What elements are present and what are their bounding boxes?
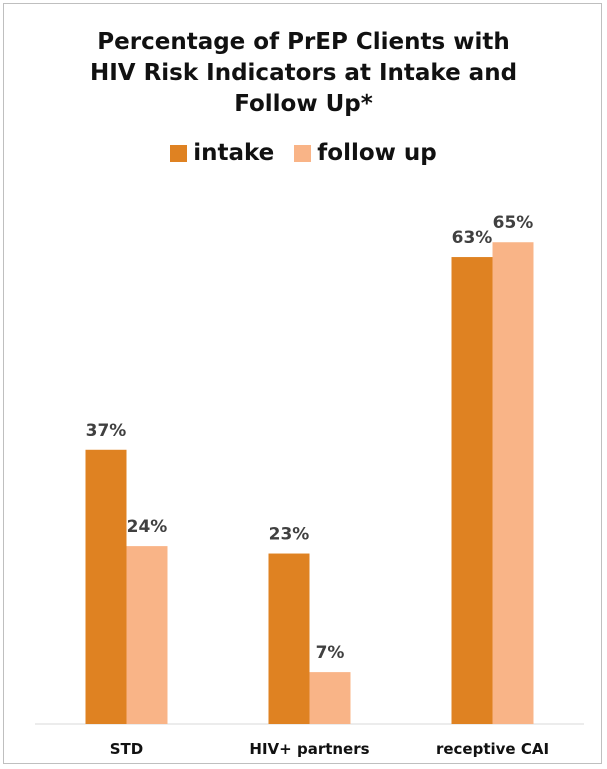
legend-swatch-follow-up xyxy=(294,144,312,162)
category-label-2: receptive CAI xyxy=(436,740,549,758)
legend-swatch-intake xyxy=(170,144,188,162)
data-label-follow-up-1: 7% xyxy=(316,643,345,663)
category-label-0: STD xyxy=(110,740,144,758)
data-label-intake-0: 37% xyxy=(86,421,127,441)
data-label-follow-up-2: 65% xyxy=(493,213,534,233)
legend-label-follow-up: follow up xyxy=(317,140,437,166)
chart-title: Percentage of PrEP Clients with HIV Risk… xyxy=(0,27,607,120)
bar-intake-2 xyxy=(451,257,493,724)
chart-legend: intake follow up xyxy=(0,140,607,166)
bar-intake-1 xyxy=(268,553,310,724)
legend-label-intake: intake xyxy=(193,140,275,166)
bar-follow-up-1 xyxy=(309,672,351,724)
title-line-2: HIV Risk Indicators at Intake and xyxy=(89,60,518,86)
title-line-3: Follow Up* xyxy=(234,91,373,117)
category-label-1: HIV+ partners xyxy=(249,740,369,758)
data-label-intake-2: 63% xyxy=(452,228,493,248)
legend-item-intake: intake xyxy=(170,140,274,166)
bar-follow-up-0 xyxy=(126,546,168,724)
bar-intake-0 xyxy=(85,449,127,724)
legend-item-follow-up: follow up xyxy=(294,140,437,166)
data-label-intake-1: 23% xyxy=(269,525,310,545)
bar-follow-up-2 xyxy=(492,242,534,724)
title-line-1: Percentage of PrEP Clients with xyxy=(97,29,510,55)
data-label-follow-up-0: 24% xyxy=(127,517,168,537)
